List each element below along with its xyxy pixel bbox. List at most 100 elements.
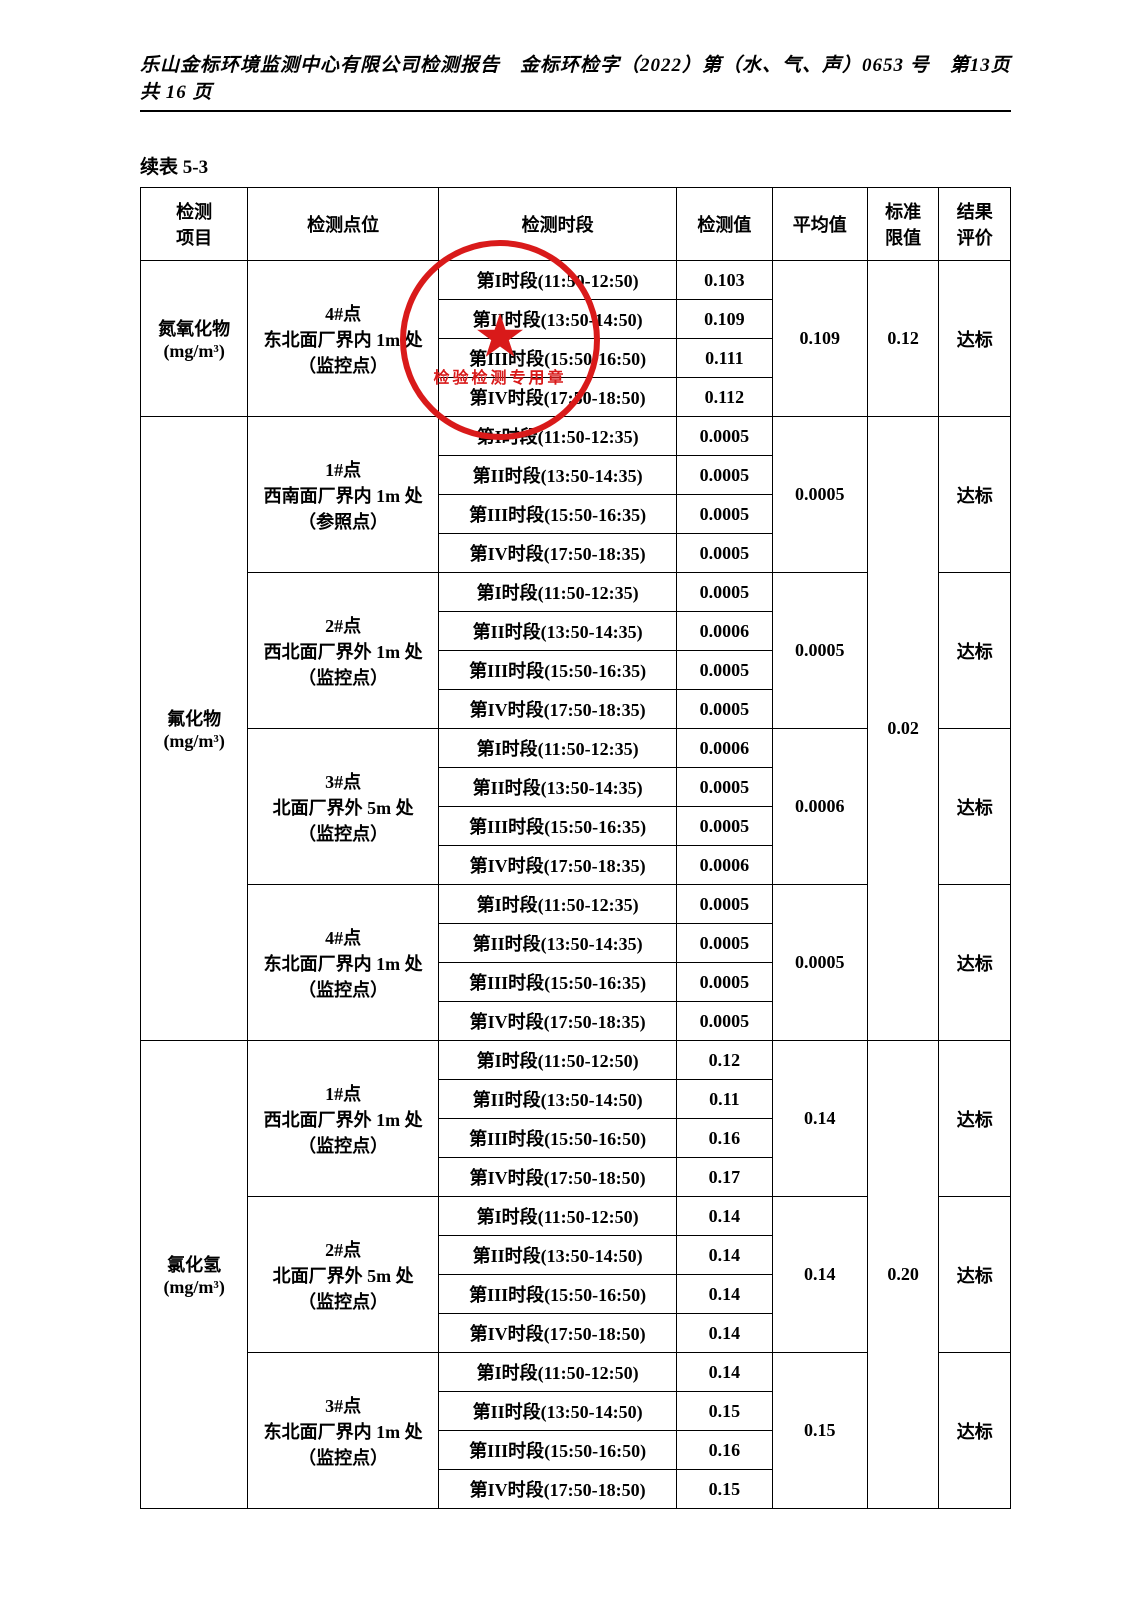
cell-average: 0.109 <box>772 261 867 417</box>
cell-value: 0.109 <box>677 300 772 339</box>
cell-period: 第II时段(13:50-14:35) <box>438 768 676 807</box>
cell-average: 0.0005 <box>772 573 867 729</box>
cell-period: 第I时段(11:50-12:50) <box>438 261 676 300</box>
cell-value: 0.0005 <box>677 924 772 963</box>
cell-result: 达标 <box>939 417 1011 573</box>
cell-value: 0.14 <box>677 1275 772 1314</box>
cell-average: 0.0005 <box>772 417 867 573</box>
cell-limit: 0.20 <box>867 1041 939 1509</box>
cell-value: 0.11 <box>677 1080 772 1119</box>
cell-location: 2#点北面厂界外 5m 处（监控点） <box>248 1197 439 1353</box>
cell-result: 达标 <box>939 261 1011 417</box>
cell-value: 0.0005 <box>677 768 772 807</box>
cell-result: 达标 <box>939 1353 1011 1509</box>
cell-value: 0.111 <box>677 339 772 378</box>
cell-period: 第III时段(15:50-16:50) <box>438 1119 676 1158</box>
cell-value: 0.0005 <box>677 651 772 690</box>
cell-location: 1#点西北面厂界外 1m 处（监控点） <box>248 1041 439 1197</box>
cell-period: 第I时段(11:50-12:35) <box>438 573 676 612</box>
cell-value: 0.14 <box>677 1236 772 1275</box>
cell-period: 第III时段(15:50-16:35) <box>438 807 676 846</box>
table-header-row: 检测项目 检测点位 检测时段 检测值 平均值 标准限值 结果评价 <box>141 188 1011 261</box>
cell-value: 0.0006 <box>677 846 772 885</box>
table-row: 氯化氢(mg/m³)1#点西北面厂界外 1m 处（监控点）第I时段(11:50-… <box>141 1041 1011 1080</box>
cell-value: 0.15 <box>677 1392 772 1431</box>
cell-average: 0.0006 <box>772 729 867 885</box>
cell-period: 第IV时段(17:50-18:50) <box>438 1470 676 1509</box>
cell-value: 0.14 <box>677 1353 772 1392</box>
cell-location: 3#点东北面厂界内 1m 处（监控点） <box>248 1353 439 1509</box>
cell-period: 第III时段(15:50-16:50) <box>438 1275 676 1314</box>
cell-period: 第II时段(13:50-14:50) <box>438 300 676 339</box>
cell-value: 0.0006 <box>677 729 772 768</box>
cell-location: 1#点西南面厂界内 1m 处（参照点） <box>248 417 439 573</box>
cell-period: 第III时段(15:50-16:50) <box>438 1431 676 1470</box>
cell-project: 氯化氢(mg/m³) <box>141 1041 248 1509</box>
cell-result: 达标 <box>939 729 1011 885</box>
cell-period: 第I时段(11:50-12:35) <box>438 885 676 924</box>
cell-location: 2#点西北面厂界外 1m 处（监控点） <box>248 573 439 729</box>
table-row: 氟化物(mg/m³)1#点西南面厂界内 1m 处（参照点）第I时段(11:50-… <box>141 417 1011 456</box>
cell-period: 第II时段(13:50-14:35) <box>438 456 676 495</box>
cell-project: 氮氧化物(mg/m³) <box>141 261 248 417</box>
cell-period: 第IV时段(17:50-18:50) <box>438 1158 676 1197</box>
cell-location: 3#点北面厂界外 5m 处（监控点） <box>248 729 439 885</box>
data-table: 检测项目 检测点位 检测时段 检测值 平均值 标准限值 结果评价 氮氧化物(mg… <box>140 187 1011 1509</box>
col-limit: 标准限值 <box>867 188 939 261</box>
cell-value: 0.15 <box>677 1470 772 1509</box>
cell-result: 达标 <box>939 1041 1011 1197</box>
table-caption: 续表 5-3 <box>140 152 1011 179</box>
cell-period: 第III时段(15:50-16:35) <box>438 651 676 690</box>
cell-value: 0.0005 <box>677 690 772 729</box>
cell-period: 第III时段(15:50-16:50) <box>438 339 676 378</box>
cell-period: 第II时段(13:50-14:50) <box>438 1392 676 1431</box>
cell-period: 第II时段(13:50-14:50) <box>438 1080 676 1119</box>
cell-value: 0.112 <box>677 378 772 417</box>
cell-value: 0.0005 <box>677 963 772 1002</box>
col-average: 平均值 <box>772 188 867 261</box>
cell-value: 0.0005 <box>677 573 772 612</box>
cell-period: 第IV时段(17:50-18:35) <box>438 1002 676 1041</box>
cell-period: 第IV时段(17:50-18:50) <box>438 378 676 417</box>
cell-period: 第III时段(15:50-16:35) <box>438 963 676 1002</box>
cell-value: 0.0005 <box>677 885 772 924</box>
cell-value: 0.0005 <box>677 1002 772 1041</box>
cell-limit: 0.02 <box>867 417 939 1041</box>
cell-period: 第I时段(11:50-12:50) <box>438 1197 676 1236</box>
cell-period: 第IV时段(17:50-18:35) <box>438 534 676 573</box>
cell-value: 0.0005 <box>677 456 772 495</box>
cell-period: 第IV时段(17:50-18:35) <box>438 690 676 729</box>
cell-period: 第I时段(11:50-12:50) <box>438 1041 676 1080</box>
col-project: 检测项目 <box>141 188 248 261</box>
cell-period: 第II时段(13:50-14:50) <box>438 1236 676 1275</box>
cell-period: 第I时段(11:50-12:35) <box>438 417 676 456</box>
cell-period: 第IV时段(17:50-18:35) <box>438 846 676 885</box>
cell-value: 0.103 <box>677 261 772 300</box>
cell-limit: 0.12 <box>867 261 939 417</box>
cell-period: 第II时段(13:50-14:35) <box>438 612 676 651</box>
cell-average: 0.15 <box>772 1353 867 1509</box>
cell-value: 0.14 <box>677 1197 772 1236</box>
col-period: 检测时段 <box>438 188 676 261</box>
cell-project: 氟化物(mg/m³) <box>141 417 248 1041</box>
cell-result: 达标 <box>939 885 1011 1041</box>
table-row: 氮氧化物(mg/m³)4#点东北面厂界内 1m 处（监控点）第I时段(11:50… <box>141 261 1011 300</box>
cell-value: 0.16 <box>677 1431 772 1470</box>
cell-period: 第III时段(15:50-16:35) <box>438 495 676 534</box>
cell-value: 0.0005 <box>677 495 772 534</box>
cell-period: 第I时段(11:50-12:50) <box>438 1353 676 1392</box>
cell-period: 第I时段(11:50-12:35) <box>438 729 676 768</box>
cell-period: 第IV时段(17:50-18:50) <box>438 1314 676 1353</box>
cell-result: 达标 <box>939 573 1011 729</box>
cell-period: 第II时段(13:50-14:35) <box>438 924 676 963</box>
cell-value: 0.0006 <box>677 612 772 651</box>
cell-value: 0.17 <box>677 1158 772 1197</box>
cell-average: 0.14 <box>772 1041 867 1197</box>
col-location: 检测点位 <box>248 188 439 261</box>
cell-value: 0.12 <box>677 1041 772 1080</box>
cell-value: 0.16 <box>677 1119 772 1158</box>
cell-average: 0.0005 <box>772 885 867 1041</box>
cell-value: 0.0005 <box>677 807 772 846</box>
cell-result: 达标 <box>939 1197 1011 1353</box>
cell-location: 4#点东北面厂界内 1m 处（监控点） <box>248 261 439 417</box>
